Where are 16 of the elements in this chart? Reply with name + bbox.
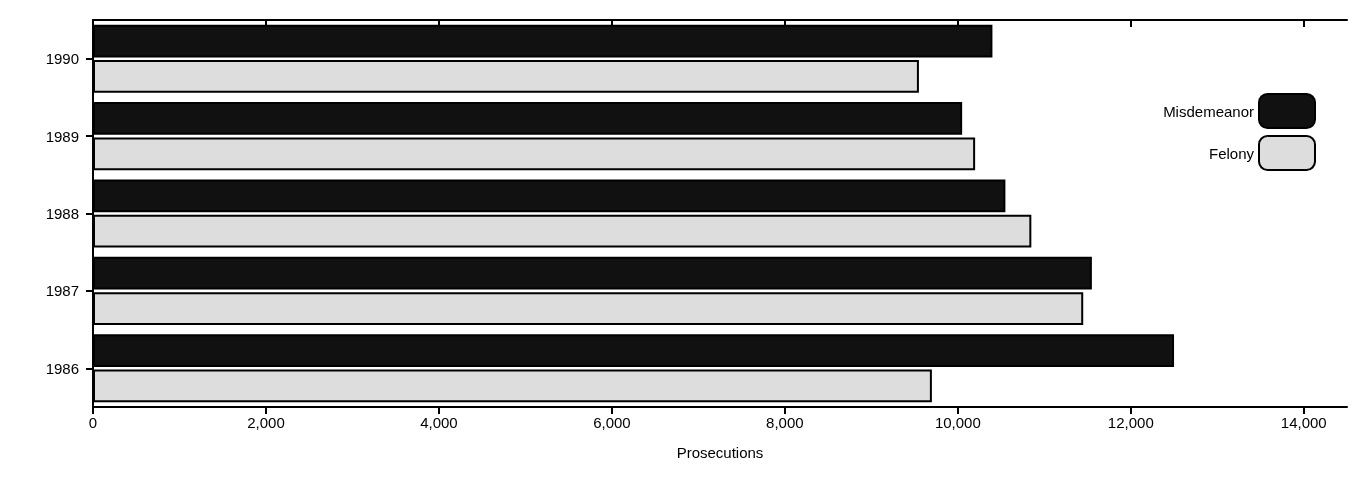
legend-label: Felony	[1208, 144, 1255, 162]
legend-label: Misdemeanor	[1163, 102, 1254, 120]
x-axis-title: Prosecutions	[676, 444, 764, 461]
y-tick-label: 1986	[45, 359, 79, 377]
x-tick-label: 0	[88, 414, 98, 431]
x-tick-label: 10,000	[934, 414, 981, 431]
y-tick-label: 1987	[45, 282, 79, 300]
x-tick-label: 6,000	[593, 414, 631, 431]
x-tick-label: 12,000	[1107, 414, 1154, 431]
x-tick-label: 4,000	[420, 414, 458, 431]
x-tick-label: 8,000	[766, 414, 804, 431]
y-tick-label: 1990	[45, 50, 79, 68]
x-tick-label: 14,000	[1280, 414, 1327, 431]
y-tick-label: 1988	[45, 205, 79, 222]
y-tick-label: 1989	[45, 127, 79, 145]
x-tick-label: 2,000	[247, 414, 285, 431]
